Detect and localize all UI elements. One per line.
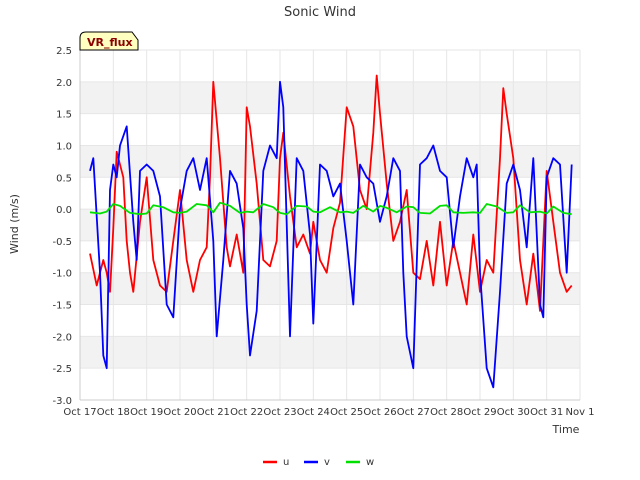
x-tick-label: Oct 21 (197, 407, 230, 418)
badge-box (79, 31, 139, 51)
x-axis-label: Time (552, 423, 580, 436)
series-w-line (89, 201, 572, 216)
y-tick-label: 0.0 (56, 205, 72, 216)
x-tick-label: Oct 29 (463, 407, 496, 418)
plot-band (80, 272, 580, 305)
y-tick-label: -0.5 (52, 237, 72, 248)
x-tick-label: Nov 1 (565, 407, 594, 418)
plot-band (80, 336, 580, 369)
series-u-line (89, 74, 573, 312)
x-tick-label: Oct 22 (230, 407, 263, 418)
x-tick-label: Oct 27 (397, 407, 430, 418)
x-tick-label: Oct 28 (430, 407, 463, 418)
x-tick-label: Oct 26 (363, 407, 396, 418)
legend-label-v: v (324, 457, 330, 468)
x-tick-label: Oct 30 (497, 407, 530, 418)
x-tick-label: Oct 17 (63, 407, 96, 418)
plot-band (80, 145, 580, 178)
x-tick-label: Oct 24 (297, 407, 330, 418)
x-tick-label: Oct 23 (263, 407, 296, 418)
series-v-line (89, 80, 573, 389)
y-tick-label: -1.5 (52, 301, 72, 312)
y-tick-label: 1.5 (56, 110, 72, 121)
x-tick-label: Oct 19 (130, 407, 163, 418)
legend-label-u: u (283, 457, 289, 468)
axes: -3.0 -2.5 -2.0 -1.5 -1.0 -0.5 0.0 0.5 1.0 1.5 2.0 2… (52, 46, 594, 418)
y-tick-label: -2.0 (52, 332, 72, 343)
x-tick-label: Oct 25 (330, 407, 363, 418)
legend-label-w: w (366, 457, 374, 468)
badge-label: VR_flux (87, 36, 133, 49)
x-tick-label: Oct 20 (163, 407, 196, 418)
series-group (89, 74, 573, 389)
x-tick-label: Oct 18 (97, 407, 130, 418)
y-tick-label: -1.0 (52, 269, 72, 280)
x-tick-label: Oct 31 (530, 407, 563, 418)
y-tick-label: 2.5 (56, 46, 72, 57)
plot-band (80, 81, 580, 114)
chart-title: Sonic Wind (284, 5, 356, 20)
y-tick-label: 1.0 (56, 141, 72, 152)
y-tick-label: 0.5 (56, 173, 72, 184)
y-tick-label: 2.0 (56, 78, 72, 89)
y-axis-label: Wind (m/s) (8, 194, 21, 254)
badge: VR_flux (79, 31, 139, 51)
y-tick-label: -3.0 (52, 396, 72, 407)
y-tick-label: -2.5 (52, 364, 72, 375)
legend: u v w (263, 457, 374, 468)
